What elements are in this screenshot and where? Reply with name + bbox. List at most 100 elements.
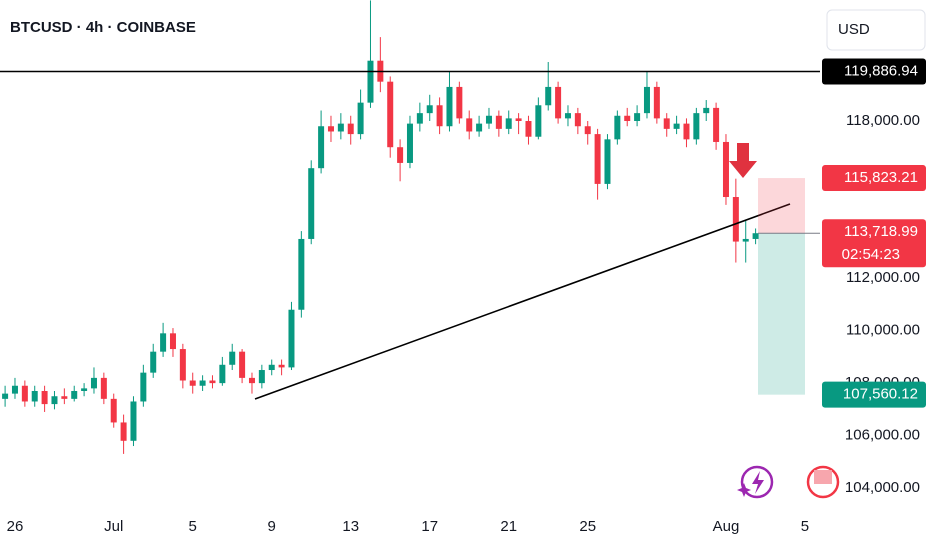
candle-body [130, 401, 137, 441]
candle-body [51, 396, 58, 405]
x-tick-label: 5 [801, 518, 809, 535]
candle-body [11, 385, 18, 394]
currency: USD [838, 21, 870, 38]
candle-body [594, 134, 601, 184]
y-tick-label: 118,000.00 [846, 112, 920, 129]
candle-body [100, 377, 107, 399]
candle-body [535, 105, 542, 137]
candle-body [397, 147, 404, 163]
candle-body [495, 115, 502, 129]
price-label-box [822, 381, 926, 408]
countdown: 02:54:23 [842, 246, 900, 263]
candle-body [752, 233, 759, 239]
candle-body [318, 126, 325, 169]
candle-body [643, 86, 650, 114]
candle-body [722, 141, 729, 198]
candle-body [693, 113, 700, 140]
candle-body [268, 364, 275, 371]
x-tick-label: 26 [7, 518, 24, 535]
candle-body [614, 115, 621, 140]
candle-body [229, 351, 236, 365]
candle-body [199, 380, 206, 386]
x-tick-label: 17 [421, 518, 438, 535]
x-tick-label: 13 [342, 518, 359, 535]
candle-body [81, 388, 88, 391]
candle-body [485, 115, 492, 124]
candle-body [110, 398, 117, 423]
price-axis: 104,000.00106,000.00108,000.00110,000.00… [820, 60, 920, 496]
y-tick-label: 112,000.00 [846, 269, 920, 286]
x-tick-label: 21 [500, 518, 517, 535]
trendline [254, 203, 791, 400]
candle-body [258, 370, 265, 384]
y-tick-label: 106,000.00 [845, 427, 920, 444]
candle-body [732, 197, 739, 242]
candle-body [31, 390, 38, 402]
candle-body [426, 105, 433, 114]
candle-body [41, 390, 48, 405]
candle-body [357, 102, 364, 135]
candle-body [713, 107, 720, 142]
price-label-box [822, 58, 926, 85]
candle-body [416, 113, 423, 124]
candle-body [337, 123, 344, 132]
candle-body [624, 115, 631, 121]
x-tick-label: 9 [268, 518, 276, 535]
candle-body [219, 364, 226, 384]
candle-body [683, 123, 690, 140]
candle-body [604, 139, 611, 184]
price-label-box [822, 219, 926, 268]
y-tick-label: 110,000.00 [846, 322, 920, 339]
chart-title: BTCUSD · 4h · COINBASE [10, 19, 196, 36]
candle-body [209, 380, 216, 384]
candle-body [673, 123, 680, 129]
candle-body [71, 390, 78, 399]
candle-body [634, 113, 641, 121]
x-tick-label: 25 [579, 518, 596, 535]
candle-body [703, 107, 710, 114]
candle-body [387, 81, 394, 148]
candle-body [298, 238, 305, 310]
plot-area [2, 0, 759, 454]
candle-body [456, 86, 463, 119]
candle-body [663, 118, 670, 129]
candle-body [150, 351, 157, 373]
x-tick-label: 5 [189, 518, 197, 535]
down-arrow [729, 143, 757, 178]
price-label: 115,823.21 [844, 169, 918, 186]
candle-body [21, 385, 28, 402]
candle-body [327, 126, 334, 132]
candle-body [120, 422, 127, 441]
candle-body [160, 333, 167, 352]
candle-body [515, 118, 522, 121]
candle-body [61, 396, 68, 399]
price-label: 113,718.99 [844, 223, 918, 240]
candle-body [555, 86, 562, 119]
x-tick-label: Aug [713, 518, 740, 535]
boost-icon[interactable] [737, 465, 774, 499]
candle-body [436, 105, 443, 127]
candle-body [367, 60, 374, 103]
candle-body [278, 364, 285, 368]
candle-body [406, 123, 413, 163]
candle-body [239, 351, 246, 378]
candle-body [466, 118, 473, 132]
candle-body [545, 86, 552, 106]
price-label-box [822, 165, 926, 192]
target-zone [758, 233, 805, 395]
candle-body [564, 113, 571, 119]
candle-body [505, 118, 512, 129]
candle-body [446, 86, 453, 127]
y-tick-label: 104,000.00 [845, 479, 920, 496]
candle-body [140, 372, 147, 402]
candle-body [169, 333, 176, 350]
x-tick-label: Jul [104, 518, 123, 535]
currency-box[interactable] [826, 9, 926, 51]
candle-body [308, 168, 315, 239]
candle-body [189, 380, 196, 386]
candle-body [288, 309, 295, 368]
candle-body [476, 123, 483, 132]
flag-icon[interactable] [806, 465, 840, 499]
